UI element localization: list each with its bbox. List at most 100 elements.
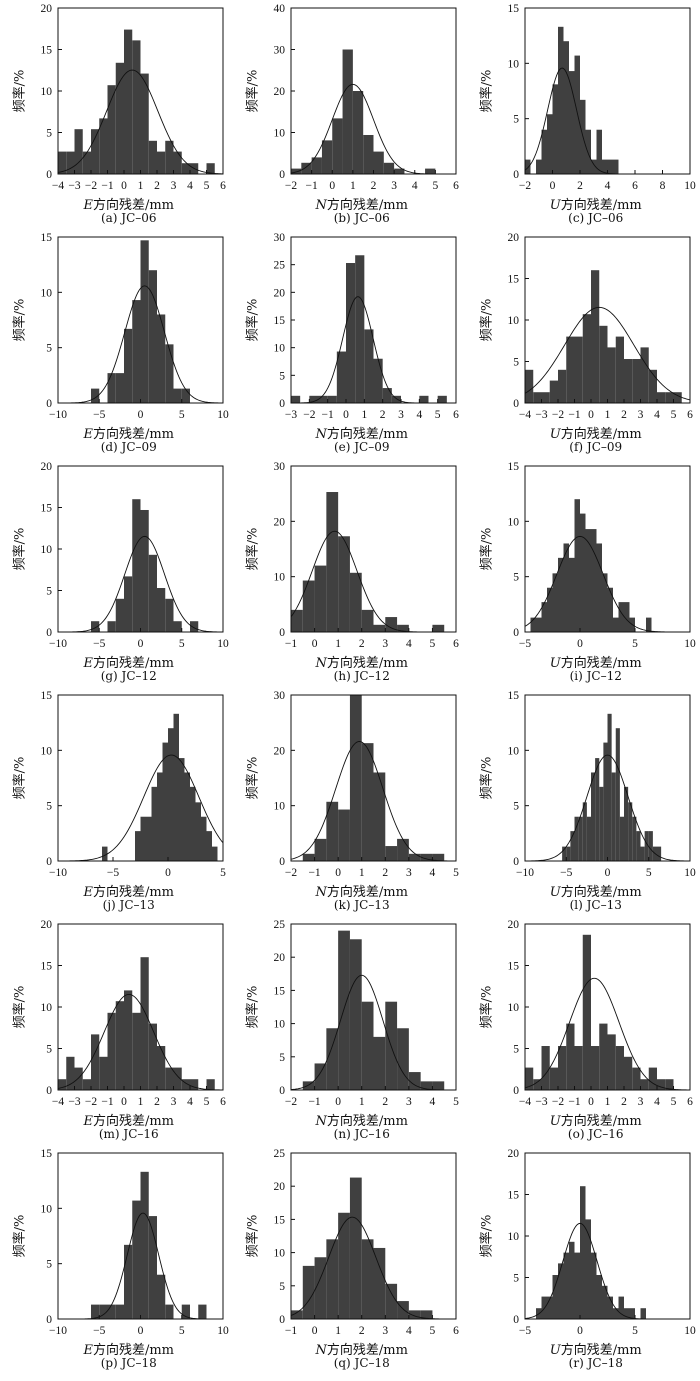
x-axis-unit: 方向残差/mm	[560, 198, 642, 213]
histogram-bar	[582, 314, 591, 403]
x-tick-label: 6	[632, 180, 638, 192]
x-tick-label: 5	[646, 867, 652, 879]
panel-caption: (p) JC–18	[100, 1356, 157, 1370]
histogram-bar	[146, 816, 152, 861]
y-tick-label: 5	[513, 801, 519, 813]
y-tick-label: 15	[508, 3, 520, 15]
histogram-bar	[607, 587, 613, 632]
histogram-bar	[636, 831, 641, 861]
histogram-bar	[558, 1263, 564, 1319]
x-tick-label: 4	[605, 180, 611, 192]
y-tick-label: 10	[274, 128, 286, 140]
histogram-bar	[632, 816, 637, 861]
histogram-bar	[91, 1034, 100, 1090]
y-tick-label: 0	[46, 398, 52, 410]
histogram-bar	[179, 758, 185, 861]
y-tick-label: 15	[508, 274, 520, 286]
x-tick-label: 0	[165, 867, 171, 879]
histogram-bar	[291, 609, 303, 632]
x-axis-label: N方向残差/mm	[233, 1110, 466, 1129]
histogram-bar	[66, 151, 75, 174]
x-tick-label: 2	[382, 867, 388, 879]
y-tick-label: 25	[274, 1148, 286, 1160]
histogram-bar	[326, 1028, 339, 1090]
x-axis-unit: 方向残差/mm	[326, 1114, 408, 1129]
histogram-bar	[536, 617, 542, 632]
histogram-bar	[618, 1296, 624, 1319]
x-axis-label: U方向残差/mm	[467, 194, 700, 213]
histogram-bar	[373, 624, 386, 632]
y-tick-label: 0	[513, 398, 519, 410]
histogram-bar	[201, 816, 207, 861]
x-tick-label: 5	[220, 867, 226, 879]
x-axis-label: E方向残差/mm	[0, 423, 233, 442]
histogram-bar	[157, 314, 166, 403]
histogram-panel: −2 −1 0 1 2 3 4 5 0 5 10 15 20 25 频率/% N方向残差/mm (n) JC–1…	[233, 916, 466, 1146]
x-tick-label: 6	[687, 1096, 693, 1108]
panel-caption: (r) JC–18	[568, 1356, 623, 1370]
histogram-bar	[132, 40, 141, 175]
plot-frame	[290, 1152, 457, 1320]
histogram-bar	[173, 621, 182, 632]
histogram-bar	[628, 802, 633, 861]
x-axis-label: E方向残差/mm	[0, 881, 233, 900]
y-tick-label: 10	[508, 516, 520, 528]
y-tick-label: 5	[46, 343, 52, 355]
histogram-plot: −2 −1 0 1 2 3 4 5 6 0 10 20 30 40	[274, 3, 460, 192]
x-tick-label: 4	[187, 180, 193, 192]
x-tick-label: 4	[654, 409, 660, 421]
x-axis-label: N方向残差/mm	[233, 423, 466, 442]
x-axis-unit: 方向残差/mm	[326, 427, 408, 442]
x-tick-label: 10	[684, 867, 696, 879]
y-tick-label: 30	[274, 461, 286, 473]
histogram-bar	[181, 388, 190, 403]
y-axis-label: 频率/%	[245, 69, 261, 113]
histogram-bar	[397, 1301, 409, 1319]
x-tick-label: 5	[433, 180, 439, 192]
x-axis-variable: U	[549, 1114, 561, 1129]
histogram-bar	[432, 624, 445, 632]
y-tick-label: 15	[508, 1190, 520, 1202]
x-tick-label: 0	[588, 1096, 594, 1108]
y-tick-label: 0	[513, 1085, 519, 1097]
histogram-panel: −5 0 5 10 0 5 10 15 频率/% U方向残差/mm (i) JC–12	[467, 458, 700, 688]
histogram-bar	[585, 1219, 591, 1319]
histogram-bar	[361, 743, 374, 861]
y-tick-label: 15	[508, 961, 520, 973]
panel-caption: (h) JC–12	[333, 669, 390, 683]
histogram-bar	[607, 159, 613, 174]
x-axis-label: N方向残差/mm	[233, 881, 466, 900]
x-tick-label: −5	[93, 1325, 105, 1337]
x-tick-label: 3	[382, 638, 388, 650]
y-tick-label: 0	[279, 1085, 285, 1097]
histogram-bar	[566, 846, 571, 861]
histogram-bar	[314, 1063, 327, 1090]
x-tick-label: 5	[453, 1096, 459, 1108]
histogram-bar	[644, 831, 649, 861]
x-tick-label: −1	[101, 1096, 113, 1108]
normal-fit-curve	[58, 535, 224, 633]
histogram-bar	[632, 1067, 641, 1090]
histogram-panel: −2 −1 0 1 2 3 4 5 0 10 20 30 频率/% N方向残差/mm (k) JC–13	[233, 687, 466, 917]
histogram-bar	[140, 73, 149, 174]
x-tick-label: 5	[632, 638, 638, 650]
histogram-bar	[382, 388, 392, 403]
histogram-bar	[302, 580, 315, 632]
histogram-bar	[541, 129, 547, 174]
y-tick-label: 10	[41, 86, 53, 98]
histogram-bar	[574, 499, 580, 632]
histogram-bar	[132, 300, 141, 403]
histogram-bar	[602, 1285, 608, 1319]
x-tick-label: −4	[52, 180, 64, 192]
histogram-bar	[420, 853, 433, 861]
x-tick-label: 2	[359, 638, 365, 650]
y-tick-label: 5	[513, 357, 519, 369]
y-axis-label: 频率/%	[12, 69, 28, 113]
y-tick-label: 15	[41, 1148, 53, 1160]
histogram-bar	[582, 802, 587, 861]
histogram-bar	[602, 573, 608, 632]
histogram-bar	[558, 26, 564, 175]
histogram-bar	[648, 369, 657, 403]
